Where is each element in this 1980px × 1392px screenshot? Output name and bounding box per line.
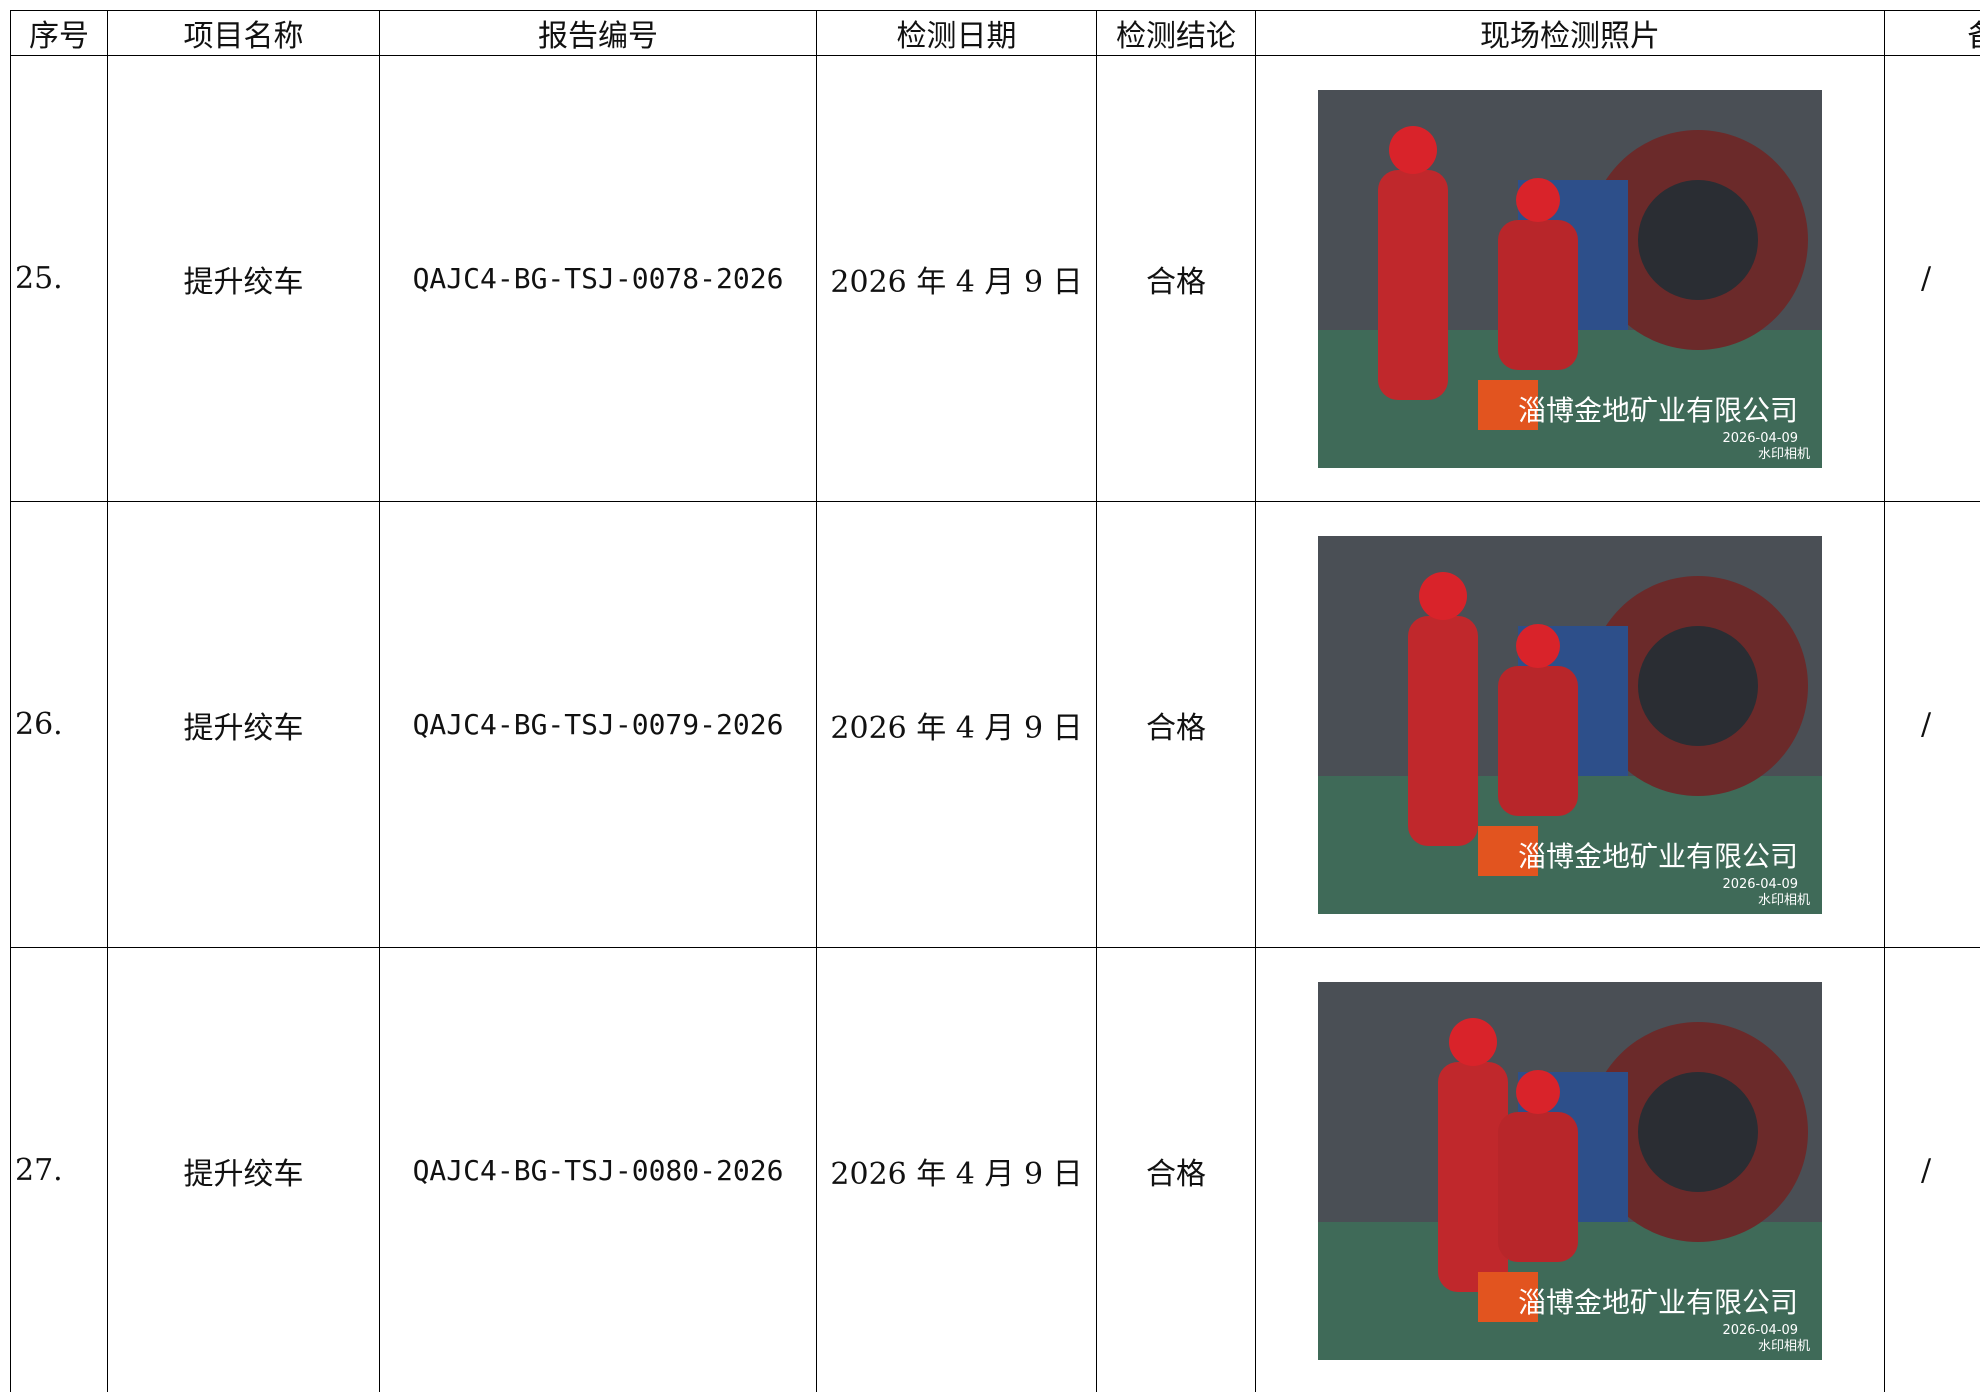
header-row: 序号项目名称报告编号检测日期检测结论现场检测照片备注 <box>10 10 1980 56</box>
photo-shape <box>1498 665 1578 816</box>
report-number: QAJC4-BG-TSJ-0079-2026 <box>379 501 817 948</box>
photo-shape <box>1449 1017 1497 1066</box>
column-header: 检测结论 <box>1096 10 1256 56</box>
conclusion: 合格 <box>1096 501 1256 948</box>
photo-shape <box>1498 1111 1578 1262</box>
photo-shape <box>1498 219 1578 370</box>
table-row: 25. 提升绞车 QAJC4-BG-TSJ-0078-2026 2026 年 4 月 … <box>10 55 1980 502</box>
photo-shape <box>1478 825 1538 876</box>
conclusion: 合格 <box>1096 55 1256 502</box>
photo-shape <box>1516 177 1560 222</box>
column-header: 备注 <box>1884 10 1980 56</box>
remark: / <box>1884 501 1980 948</box>
record-table: 序号项目名称报告编号检测日期检测结论现场检测照片备注 25.提升绞车QAJC4-… <box>10 10 1980 1392</box>
watermark-date: 2026-04-09 <box>1722 431 1798 446</box>
item-name: 提升绞车 <box>107 947 380 1392</box>
photo-shape <box>1389 125 1437 174</box>
photo-shape <box>1638 179 1758 300</box>
photo-shape <box>1438 1061 1508 1292</box>
column-header: 检测日期 <box>816 10 1097 56</box>
photo-cell: 淄博金地矿业有限公司 2026-04-09 水印相机 <box>1255 55 1885 502</box>
item-name: 提升绞车 <box>107 501 380 948</box>
photo-shape <box>1516 1069 1560 1114</box>
watermark-company: 淄博金地矿业有限公司 <box>1518 1286 1798 1319</box>
remark: / <box>1884 55 1980 502</box>
inspection-date: 2026 年 4 月 9 日 <box>816 55 1097 502</box>
watermark-date: 2026-04-09 <box>1722 1323 1798 1338</box>
inspection-date: 2026 年 4 月 9 日 <box>816 501 1097 948</box>
watermark-date: 2026-04-09 <box>1722 877 1798 892</box>
watermark-app: 水印相机 <box>1758 447 1810 462</box>
photo-shape <box>1638 1071 1758 1192</box>
photo-shape <box>1378 169 1448 400</box>
column-header: 序号 <box>10 10 108 56</box>
photo-cell: 淄博金地矿业有限公司 2026-04-09 水印相机 <box>1255 501 1885 948</box>
photo-cell: 淄博金地矿业有限公司 2026-04-09 水印相机 <box>1255 947 1885 1392</box>
item-name: 提升绞车 <box>107 55 380 502</box>
table-row: 27. 提升绞车 QAJC4-BG-TSJ-0080-2026 2026 年 4 月 … <box>10 947 1980 1392</box>
watermark-app: 水印相机 <box>1758 893 1810 908</box>
report-number: QAJC4-BG-TSJ-0080-2026 <box>379 947 817 1392</box>
photo-shape <box>1408 615 1478 846</box>
conclusion: 合格 <box>1096 947 1256 1392</box>
photo-shape <box>1419 571 1467 620</box>
remark: / <box>1884 947 1980 1392</box>
column-header: 报告编号 <box>379 10 817 56</box>
photo-shape <box>1478 379 1538 430</box>
photo-shape <box>1638 625 1758 746</box>
inspection-date: 2026 年 4 月 9 日 <box>816 947 1097 1392</box>
photo-shape <box>1478 1271 1538 1322</box>
watermark-company: 淄博金地矿业有限公司 <box>1518 394 1798 427</box>
column-header: 现场检测照片 <box>1255 10 1885 56</box>
watermark-company: 淄博金地矿业有限公司 <box>1518 840 1798 873</box>
photo-shape <box>1516 623 1560 668</box>
row-number: 27. <box>10 947 108 1392</box>
watermark-app: 水印相机 <box>1758 1339 1810 1354</box>
report-number: QAJC4-BG-TSJ-0078-2026 <box>379 55 817 502</box>
table-row: 26. 提升绞车 QAJC4-BG-TSJ-0079-2026 2026 年 4 月 … <box>10 501 1980 948</box>
column-header: 项目名称 <box>107 10 380 56</box>
row-number: 26. <box>10 501 108 948</box>
row-number: 25. <box>10 55 108 502</box>
